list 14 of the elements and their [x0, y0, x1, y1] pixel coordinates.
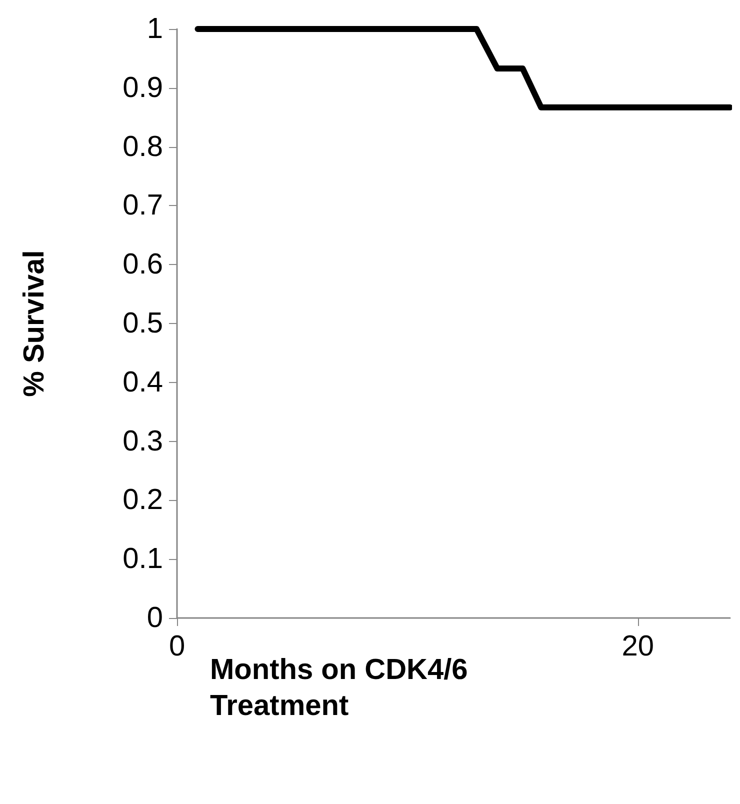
x-axis-title: Months on CDK4/6 Treatment — [210, 654, 476, 722]
y-tick-label: 0.7 — [122, 190, 163, 222]
y-tick-label: 0.1 — [122, 543, 163, 576]
y-axis-title: % Survival — [18, 250, 50, 397]
y-tick-label: 0.5 — [122, 308, 163, 340]
y-tick-label: 0.6 — [122, 248, 163, 281]
y-tick-label: 0.2 — [122, 484, 163, 516]
y-tick-label: 0.9 — [122, 72, 163, 104]
y-tick-label: 0 — [146, 602, 163, 634]
y-tick-label: 0.8 — [122, 130, 163, 163]
y-tick-label: 1 — [146, 13, 163, 45]
x-tick-label: 20 — [622, 630, 654, 662]
y-tick-label: 0.4 — [122, 366, 163, 398]
y-tick-label: 0.3 — [122, 425, 163, 458]
